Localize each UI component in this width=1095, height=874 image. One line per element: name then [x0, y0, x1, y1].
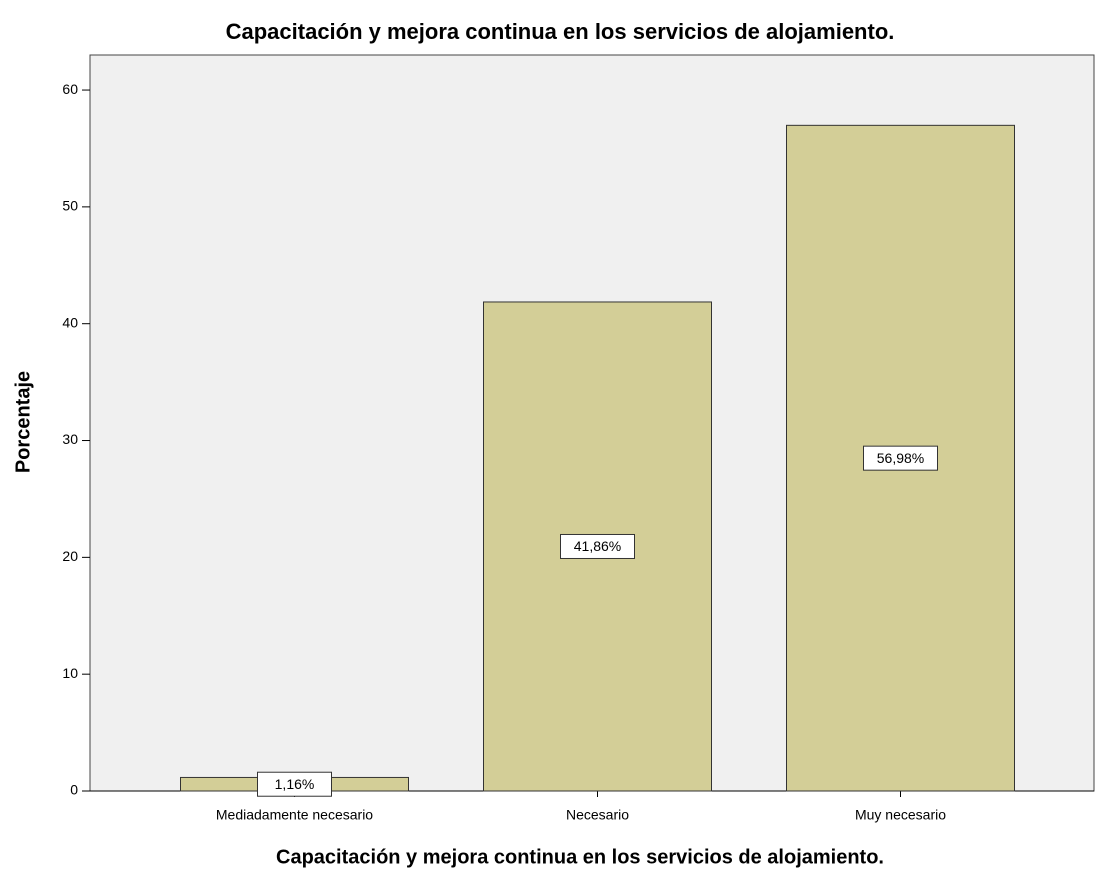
y-tick-label: 50: [62, 198, 78, 214]
y-tick-label: 20: [62, 548, 78, 564]
y-axis-title: Porcentaje: [12, 371, 34, 473]
y-tick-label: 0: [70, 782, 78, 798]
value-label-box: [863, 445, 938, 471]
value-label: 41,86%: [574, 538, 621, 554]
value-label-box: [257, 771, 332, 797]
value-label: 56,98%: [877, 450, 924, 466]
y-tick-label: 40: [62, 314, 78, 330]
x-axis-title: Capacitación y mejora continua en los se…: [276, 846, 884, 868]
x-tick-label: Necesario: [566, 807, 629, 823]
y-tick-label: 10: [62, 665, 78, 681]
value-label: 1,16%: [275, 776, 315, 792]
x-tick-label: Mediadamente necesario: [216, 807, 373, 823]
x-tick-label: Muy necesario: [855, 807, 946, 823]
value-label-box: [560, 533, 635, 559]
y-tick-label: 60: [62, 81, 78, 97]
chart-title: Capacitación y mejora continua en los se…: [226, 19, 895, 44]
y-tick-label: 30: [62, 431, 78, 447]
